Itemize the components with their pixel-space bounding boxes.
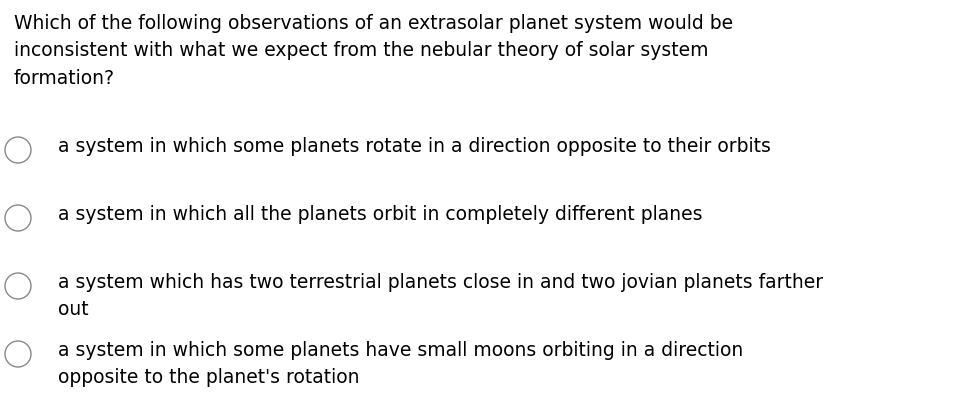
Text: a system which has two terrestrial planets close in and two jovian planets farth: a system which has two terrestrial plane…	[58, 273, 824, 319]
Text: a system in which some planets rotate in a direction opposite to their orbits: a system in which some planets rotate in…	[58, 137, 771, 156]
Text: Which of the following observations of an extrasolar planet system would be
inco: Which of the following observations of a…	[14, 14, 733, 87]
Text: a system in which all the planets orbit in completely different planes: a system in which all the planets orbit …	[58, 205, 702, 224]
Text: a system in which some planets have small moons orbiting in a direction
opposite: a system in which some planets have smal…	[58, 341, 743, 387]
